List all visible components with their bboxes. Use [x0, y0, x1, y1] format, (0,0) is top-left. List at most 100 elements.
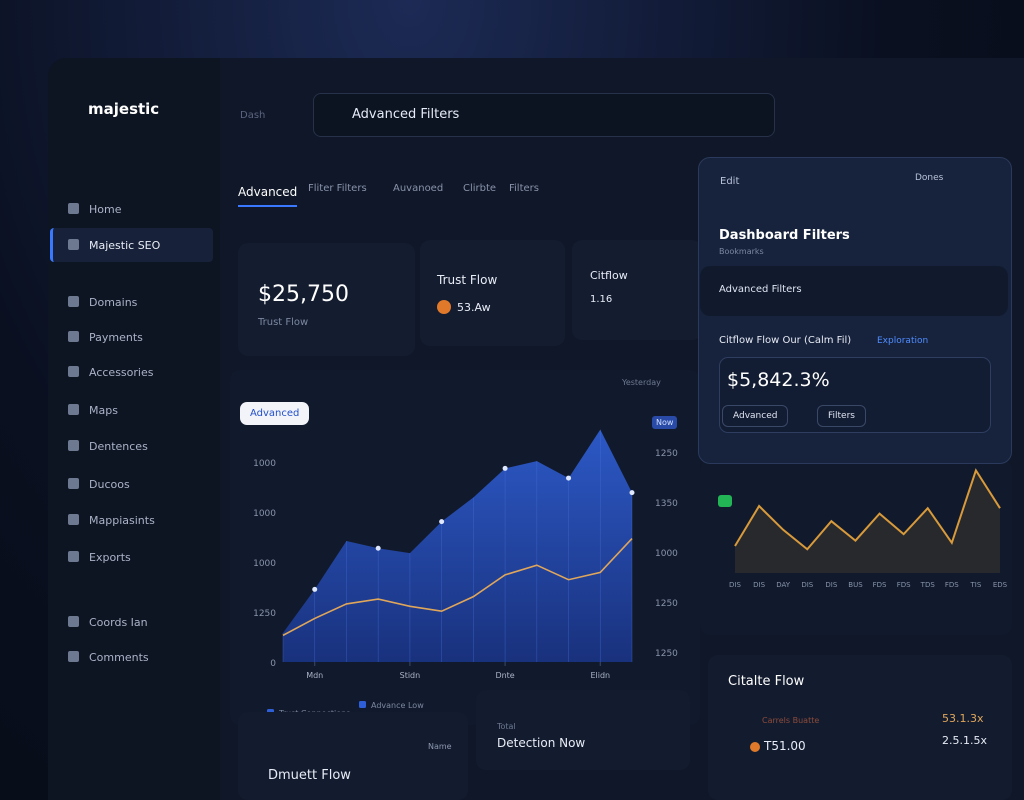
- nav-item[interactable]: Accessories: [68, 366, 153, 379]
- nav-item[interactable]: Exports: [68, 551, 131, 564]
- x-tick-label: TIS: [970, 581, 982, 589]
- tab[interactable]: Advanced: [238, 185, 298, 207]
- x-tick-label: Stidn: [400, 671, 421, 680]
- y2-label: 1350: [655, 499, 678, 509]
- area: [735, 470, 1000, 573]
- nav-icon: [68, 203, 79, 214]
- stat-label: Trust Flow: [258, 317, 309, 328]
- nav-item[interactable]: Comments: [68, 651, 149, 664]
- y-label: 1000: [253, 509, 276, 519]
- button[interactable]: Advanced: [722, 405, 789, 427]
- nav-label[interactable]: Majestic SEO: [89, 239, 161, 252]
- nav-label[interactable]: Coords Ian: [89, 616, 148, 629]
- nav-label[interactable]: Domains: [89, 296, 138, 309]
- panel-value: $5,842.3%: [727, 369, 830, 391]
- nav-icon: [68, 551, 79, 562]
- badge: [718, 495, 732, 507]
- search-text[interactable]: Advanced Filters: [352, 107, 460, 122]
- x-tick-label: Elidn: [590, 671, 610, 680]
- nav-item[interactable]: Payments: [68, 331, 143, 344]
- point: [439, 519, 445, 525]
- x-tick-label: FDS: [945, 581, 959, 589]
- nav-label[interactable]: Dentences: [89, 440, 148, 453]
- panel-subtitle: Bookmarks: [719, 247, 764, 256]
- y2-label: 1000: [655, 549, 678, 559]
- nav-label[interactable]: Accessories: [89, 366, 154, 379]
- nav-label[interactable]: Home: [89, 203, 122, 216]
- stat-card: [420, 240, 565, 346]
- stat-value: 1.16: [590, 294, 613, 305]
- filter-label: Citflow Flow Our (Calm Fil): [719, 335, 852, 346]
- nav-item[interactable]: Home: [68, 203, 121, 216]
- nav-icon: [68, 478, 79, 489]
- point: [502, 465, 508, 471]
- y-label: 1250: [253, 609, 276, 619]
- card-title: Dmuett Flow: [268, 768, 351, 783]
- row-label: Carrels Buatte: [762, 716, 820, 725]
- y2-label: 1250: [655, 449, 678, 459]
- bottom-card: [476, 690, 690, 770]
- nav-label[interactable]: Payments: [89, 331, 143, 344]
- nav-item[interactable]: Mappiasints: [68, 514, 155, 527]
- y-label: 1000: [253, 559, 276, 569]
- card-meta: Name: [428, 742, 452, 751]
- nav-item[interactable]: Maps: [68, 404, 118, 417]
- dropdown[interactable]: [700, 266, 1008, 316]
- nav-icon: [68, 440, 79, 451]
- row-icon: [750, 742, 760, 752]
- tab[interactable]: Filters: [509, 183, 539, 194]
- stat-title: Citflow: [590, 269, 628, 282]
- y2-label: 1250: [655, 599, 678, 609]
- nav-label[interactable]: Maps: [89, 404, 118, 417]
- stat-card: [572, 240, 702, 340]
- nav-item[interactable]: Majestic SEO: [68, 239, 160, 252]
- dropdown-label[interactable]: Advanced Filters: [719, 284, 802, 295]
- range-select[interactable]: Yesterday: [622, 378, 661, 387]
- panel-tools[interactable]: Dones: [915, 173, 944, 183]
- card-meta: Total: [497, 722, 516, 731]
- x-tick-label: DIS: [753, 581, 765, 589]
- point: [629, 490, 635, 496]
- nav-label[interactable]: Comments: [89, 651, 149, 664]
- nav-icon: [68, 514, 79, 525]
- area-chart: 0125010001000100012501350100012501250Tru…: [253, 429, 678, 718]
- x-tick-label: BUS: [848, 581, 863, 589]
- nav-item[interactable]: Dentences: [68, 440, 148, 453]
- nav-label[interactable]: Ducoos: [89, 478, 130, 491]
- tab[interactable]: Auvanoed: [393, 183, 444, 194]
- nav-icon: [68, 239, 79, 250]
- nav-label[interactable]: Exports: [89, 551, 131, 564]
- line: [282, 538, 633, 637]
- brand: majestic: [88, 100, 160, 118]
- x-tick-label: DIS: [825, 581, 837, 589]
- tab[interactable]: Clirbte: [463, 183, 497, 194]
- nav-label[interactable]: Mappiasints: [89, 514, 155, 527]
- x-tick-label: Mdn: [306, 671, 323, 680]
- nav-icon: [68, 331, 79, 342]
- bottom-card: [708, 655, 1012, 800]
- nav-item[interactable]: Ducoos: [68, 478, 130, 491]
- chart-badge[interactable]: Advanced: [240, 402, 310, 425]
- point: [566, 475, 572, 481]
- nav-icon: [68, 404, 79, 415]
- chart-card: [700, 460, 1012, 635]
- point: [375, 545, 381, 551]
- nav-icon: [68, 616, 79, 627]
- x-tick-label: DIS: [801, 581, 813, 589]
- row-value: 53.1.3x: [942, 712, 984, 725]
- card-title: Detection Now: [497, 736, 586, 750]
- nav-item[interactable]: Domains: [68, 296, 137, 309]
- search-box[interactable]: [313, 93, 775, 137]
- back-button[interactable]: Edit: [720, 176, 740, 187]
- breadcrumb: Dash: [240, 110, 266, 121]
- tab[interactable]: Fliter Filters: [308, 183, 367, 194]
- x-tick-label: DAY: [776, 581, 791, 589]
- filter-link[interactable]: Exploration: [877, 336, 929, 346]
- area: [283, 429, 632, 662]
- stat-value: $25,750: [258, 282, 349, 307]
- button[interactable]: Filters: [817, 405, 866, 427]
- stat-value: 53.Aw: [457, 301, 491, 314]
- y2-label: 1250: [655, 649, 678, 659]
- nav-item[interactable]: Coords Ian: [68, 616, 148, 629]
